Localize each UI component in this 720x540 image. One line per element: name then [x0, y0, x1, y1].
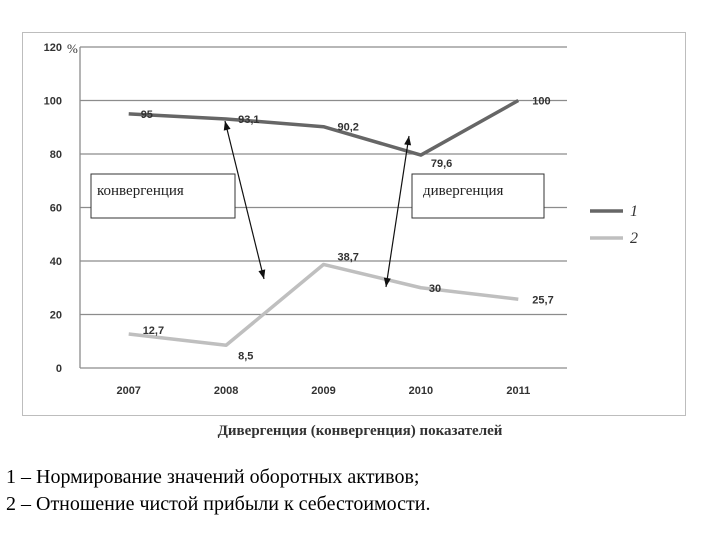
convergence-label: конвергенция	[97, 183, 184, 199]
divergence-arrow-shaft	[385, 135, 410, 288]
series-1-line	[128, 98, 520, 157]
y-tick-20: 20	[50, 310, 62, 322]
y-tick-0: 0	[56, 363, 62, 375]
divergence-label: дивергенция	[423, 183, 504, 199]
legend-note-2: 2 – Отношение чистой прибыли к себестоим…	[6, 493, 431, 515]
x-tick-2011: 2011	[506, 385, 530, 397]
y-tick-60: 60	[50, 203, 62, 215]
convergence-annotation: конвергенция	[90, 173, 236, 219]
y-tick-labels: 0 20 40 60 80 100 120	[44, 42, 62, 375]
data-label-1-2011: 100	[532, 96, 550, 108]
convergence-arrow-head-2	[258, 269, 266, 279]
x-tick-2009: 2009	[311, 385, 335, 397]
convergence-arrow-head-1	[223, 121, 231, 131]
data-label-1-2008: 93,1	[238, 114, 259, 126]
convergence-arrow	[223, 120, 266, 280]
axes	[79, 47, 567, 369]
series	[128, 98, 520, 348]
data-label-2-2011: 25,7	[532, 294, 553, 306]
data-labels: 95 93,1 90,2 79,6 100 12,7 8,5 38,7 30 25,7	[141, 96, 554, 363]
y-tick-40: 40	[50, 256, 62, 268]
data-label-2-2009: 38,7	[338, 251, 359, 263]
data-label-2-2008: 8,5	[238, 350, 253, 362]
x-tick-labels: 2007 2008 2009 2010 2011	[116, 385, 530, 397]
x-tick-2010: 2010	[409, 385, 433, 397]
divergence-annotation: дивергенция	[411, 173, 545, 219]
legend-label-1: 1	[630, 203, 638, 220]
data-label-1-2009: 90,2	[338, 122, 359, 134]
y-tick-120: 120	[44, 42, 62, 54]
data-label-2-2007: 12,7	[143, 325, 164, 337]
divergence-box	[411, 173, 545, 219]
divergence-arrow-head-1	[404, 136, 412, 146]
data-label-1-2007: 95	[141, 109, 153, 121]
x-tick-2008: 2008	[214, 385, 238, 397]
divergence-arrow-head-2	[383, 277, 391, 287]
y-tick-80: 80	[50, 149, 62, 161]
legend-label-2: 2	[630, 230, 638, 247]
y-unit-label: %	[67, 41, 78, 56]
legend: 12	[590, 203, 638, 247]
chart-caption: Дивергенция (конвергенция) показателей	[217, 423, 503, 439]
chart-frame: 0 20 40 60 80 100 120 2007 2008 2009 2010 2011 95 9…	[22, 32, 686, 416]
legend-note-1: 1 – Нормирование значений оборотных акти…	[6, 466, 420, 488]
series-2-line	[128, 262, 519, 348]
data-label-2-2010: 30	[429, 283, 441, 295]
convergence-box	[90, 173, 236, 219]
convergence-arrow-shaft	[224, 120, 265, 280]
divergence-arrow	[383, 135, 412, 288]
data-label-1-2010: 79,6	[431, 158, 452, 170]
x-tick-2007: 2007	[116, 385, 140, 397]
arrows	[223, 120, 412, 288]
y-tick-100: 100	[44, 96, 62, 108]
